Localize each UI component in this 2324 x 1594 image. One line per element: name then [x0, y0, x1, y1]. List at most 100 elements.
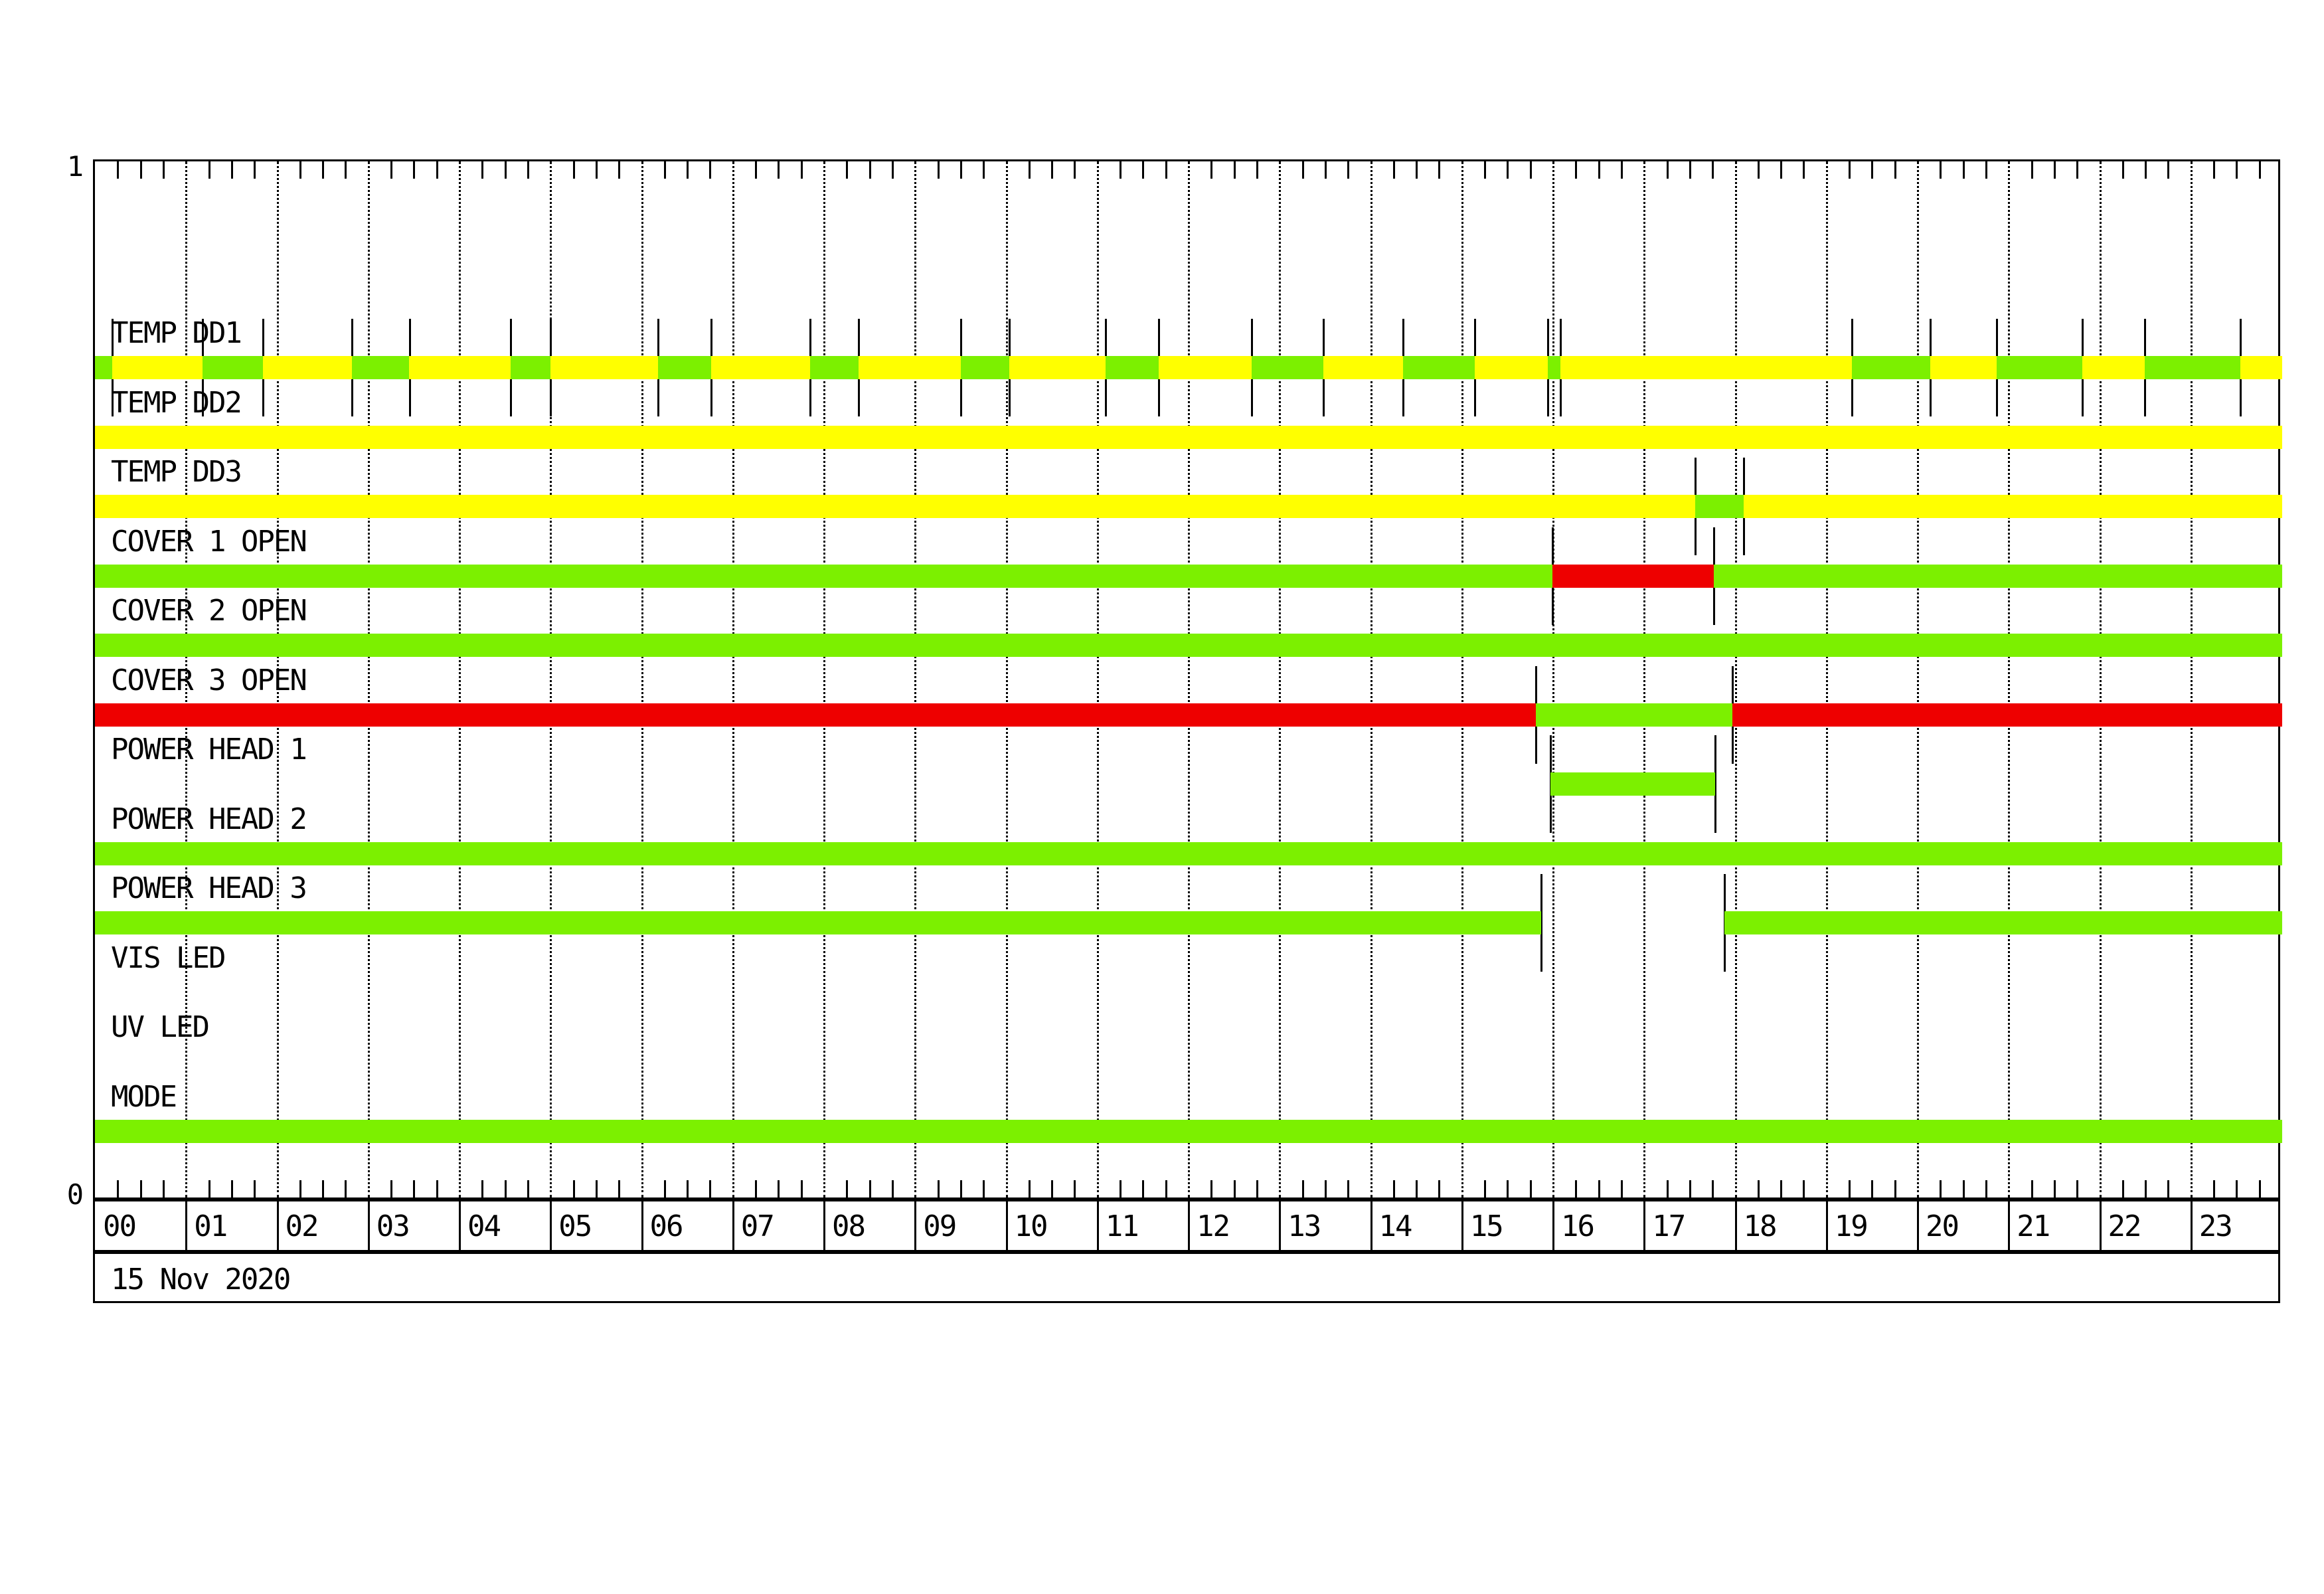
hour-gridline [914, 161, 917, 1197]
minor-tick-bottom [254, 1180, 256, 1197]
minor-tick-top [1962, 161, 1965, 179]
row-label-mode: MODE [111, 1079, 177, 1114]
minor-tick-top [2167, 161, 2170, 179]
minor-tick-top [1256, 161, 1258, 179]
status-bar-segment [510, 356, 551, 379]
minor-tick-top [800, 161, 803, 179]
row-label-temp-dd3: TEMP DD3 [111, 455, 242, 489]
hour-gridline [823, 161, 825, 1197]
minor-tick-bottom [1985, 1180, 1987, 1197]
minor-tick-bottom [1324, 1180, 1327, 1197]
minor-tick-bottom [504, 1180, 507, 1197]
hour-cell-separator [914, 1201, 917, 1250]
status-bar-segment [1251, 356, 1324, 379]
minor-tick-bottom [1165, 1180, 1167, 1197]
hour-gridline [641, 161, 643, 1197]
minor-tick-top [959, 161, 962, 179]
hour-gridline [2190, 161, 2193, 1197]
minor-tick-bottom [1712, 1180, 1714, 1197]
minor-tick-bottom [1233, 1180, 1236, 1197]
transition-spike [1540, 874, 1543, 972]
minor-tick-top [1416, 161, 1418, 179]
minor-tick-top [846, 161, 849, 179]
minor-tick-top [1894, 161, 1896, 179]
hour-label-02: 02 [285, 1209, 319, 1243]
minor-tick-top [1210, 161, 1213, 179]
minor-tick-bottom [2076, 1180, 2079, 1197]
minor-tick-bottom [345, 1180, 347, 1197]
minor-tick-bottom [1074, 1180, 1076, 1197]
row-label-power-head-2: POWER HEAD 2 [111, 802, 307, 836]
minor-tick-top [299, 161, 301, 179]
minor-tick-top [1438, 161, 1441, 179]
minor-tick-top [1529, 161, 1532, 179]
minor-tick-bottom [527, 1180, 529, 1197]
minor-tick-bottom [162, 1180, 165, 1197]
y-axis-label-bottom: 0 [66, 1178, 84, 1211]
row-label-cover-2-open: COVER 2 OPEN [111, 594, 307, 628]
plot-area: TEMP DD1 TEMP DD2 TEMP DD3 COVER 1 OPEN COVE… [93, 159, 2282, 1199]
minor-tick-top [778, 161, 780, 179]
minor-tick-top [937, 161, 940, 179]
minor-tick-bottom [1347, 1180, 1350, 1197]
minor-tick-bottom [1256, 1180, 1258, 1197]
date-row: 15 Nov 2020 [93, 1252, 2280, 1303]
status-bar-segment [1997, 356, 2083, 379]
minor-tick-bottom [1529, 1180, 1532, 1197]
minor-tick-bottom [1871, 1180, 1874, 1197]
status-bar-segment [1106, 356, 1159, 379]
minor-tick-bottom [595, 1180, 598, 1197]
hour-cell-separator [1279, 1201, 1282, 1250]
minor-tick-bottom [1803, 1180, 1805, 1197]
hour-axis-row: 00 01 02 03 04 05 06 07 08 09 10 11 12 13 14 15 16 17 18 19… [93, 1199, 2280, 1252]
status-bar-base [95, 911, 1542, 934]
minor-tick-top [254, 161, 256, 179]
hour-cell-separator [1917, 1201, 1919, 1250]
minor-tick-top [390, 161, 393, 179]
hour-label-08: 08 [832, 1209, 866, 1243]
minor-tick-top [345, 161, 347, 179]
hour-cell-separator [2099, 1201, 2102, 1250]
minor-tick-bottom [390, 1180, 393, 1197]
hour-gridline [276, 161, 279, 1197]
minor-tick-top [1689, 161, 1691, 179]
minor-tick-top [2236, 161, 2238, 179]
minor-tick-bottom [1962, 1180, 1965, 1197]
minor-tick-top [481, 161, 484, 179]
minor-tick-top [1871, 161, 1874, 179]
minor-tick-top [1620, 161, 1623, 179]
minor-tick-bottom [983, 1180, 985, 1197]
hour-gridline [1643, 161, 1646, 1197]
status-bar-segment [1852, 356, 1931, 379]
transition-spike [1714, 735, 1717, 833]
hour-label-13: 13 [1287, 1209, 1321, 1243]
hour-cell-separator [1643, 1201, 1646, 1250]
hour-cell-separator [2008, 1201, 2011, 1250]
minor-tick-bottom [800, 1180, 803, 1197]
status-bar-base [95, 841, 2282, 865]
hour-gridline [1188, 161, 1190, 1197]
minor-tick-top [755, 161, 758, 179]
minor-tick-bottom [1301, 1180, 1304, 1197]
minor-tick-top [208, 161, 210, 179]
minor-tick-top [117, 161, 120, 179]
status-bar-segment [1550, 772, 1716, 796]
status-bar-base [95, 425, 2282, 449]
minor-tick-bottom [2053, 1180, 2056, 1197]
minor-tick-bottom [1940, 1180, 1942, 1197]
hour-gridline [2099, 161, 2102, 1197]
hour-gridline [1917, 161, 1919, 1197]
hour-cell-separator [1370, 1201, 1372, 1250]
hour-cell-separator [2190, 1201, 2193, 1250]
hour-gridline [367, 161, 370, 1197]
row-label-cover-1-open: COVER 1 OPEN [111, 524, 307, 559]
minor-tick-bottom [1689, 1180, 1691, 1197]
minor-tick-top [1165, 161, 1167, 179]
hour-cell-separator [1005, 1201, 1008, 1250]
minor-tick-top [1780, 161, 1783, 179]
minor-tick-top [1507, 161, 1509, 179]
minor-tick-top [1757, 161, 1760, 179]
minor-tick-bottom [413, 1180, 416, 1197]
minor-tick-bottom [1894, 1180, 1896, 1197]
